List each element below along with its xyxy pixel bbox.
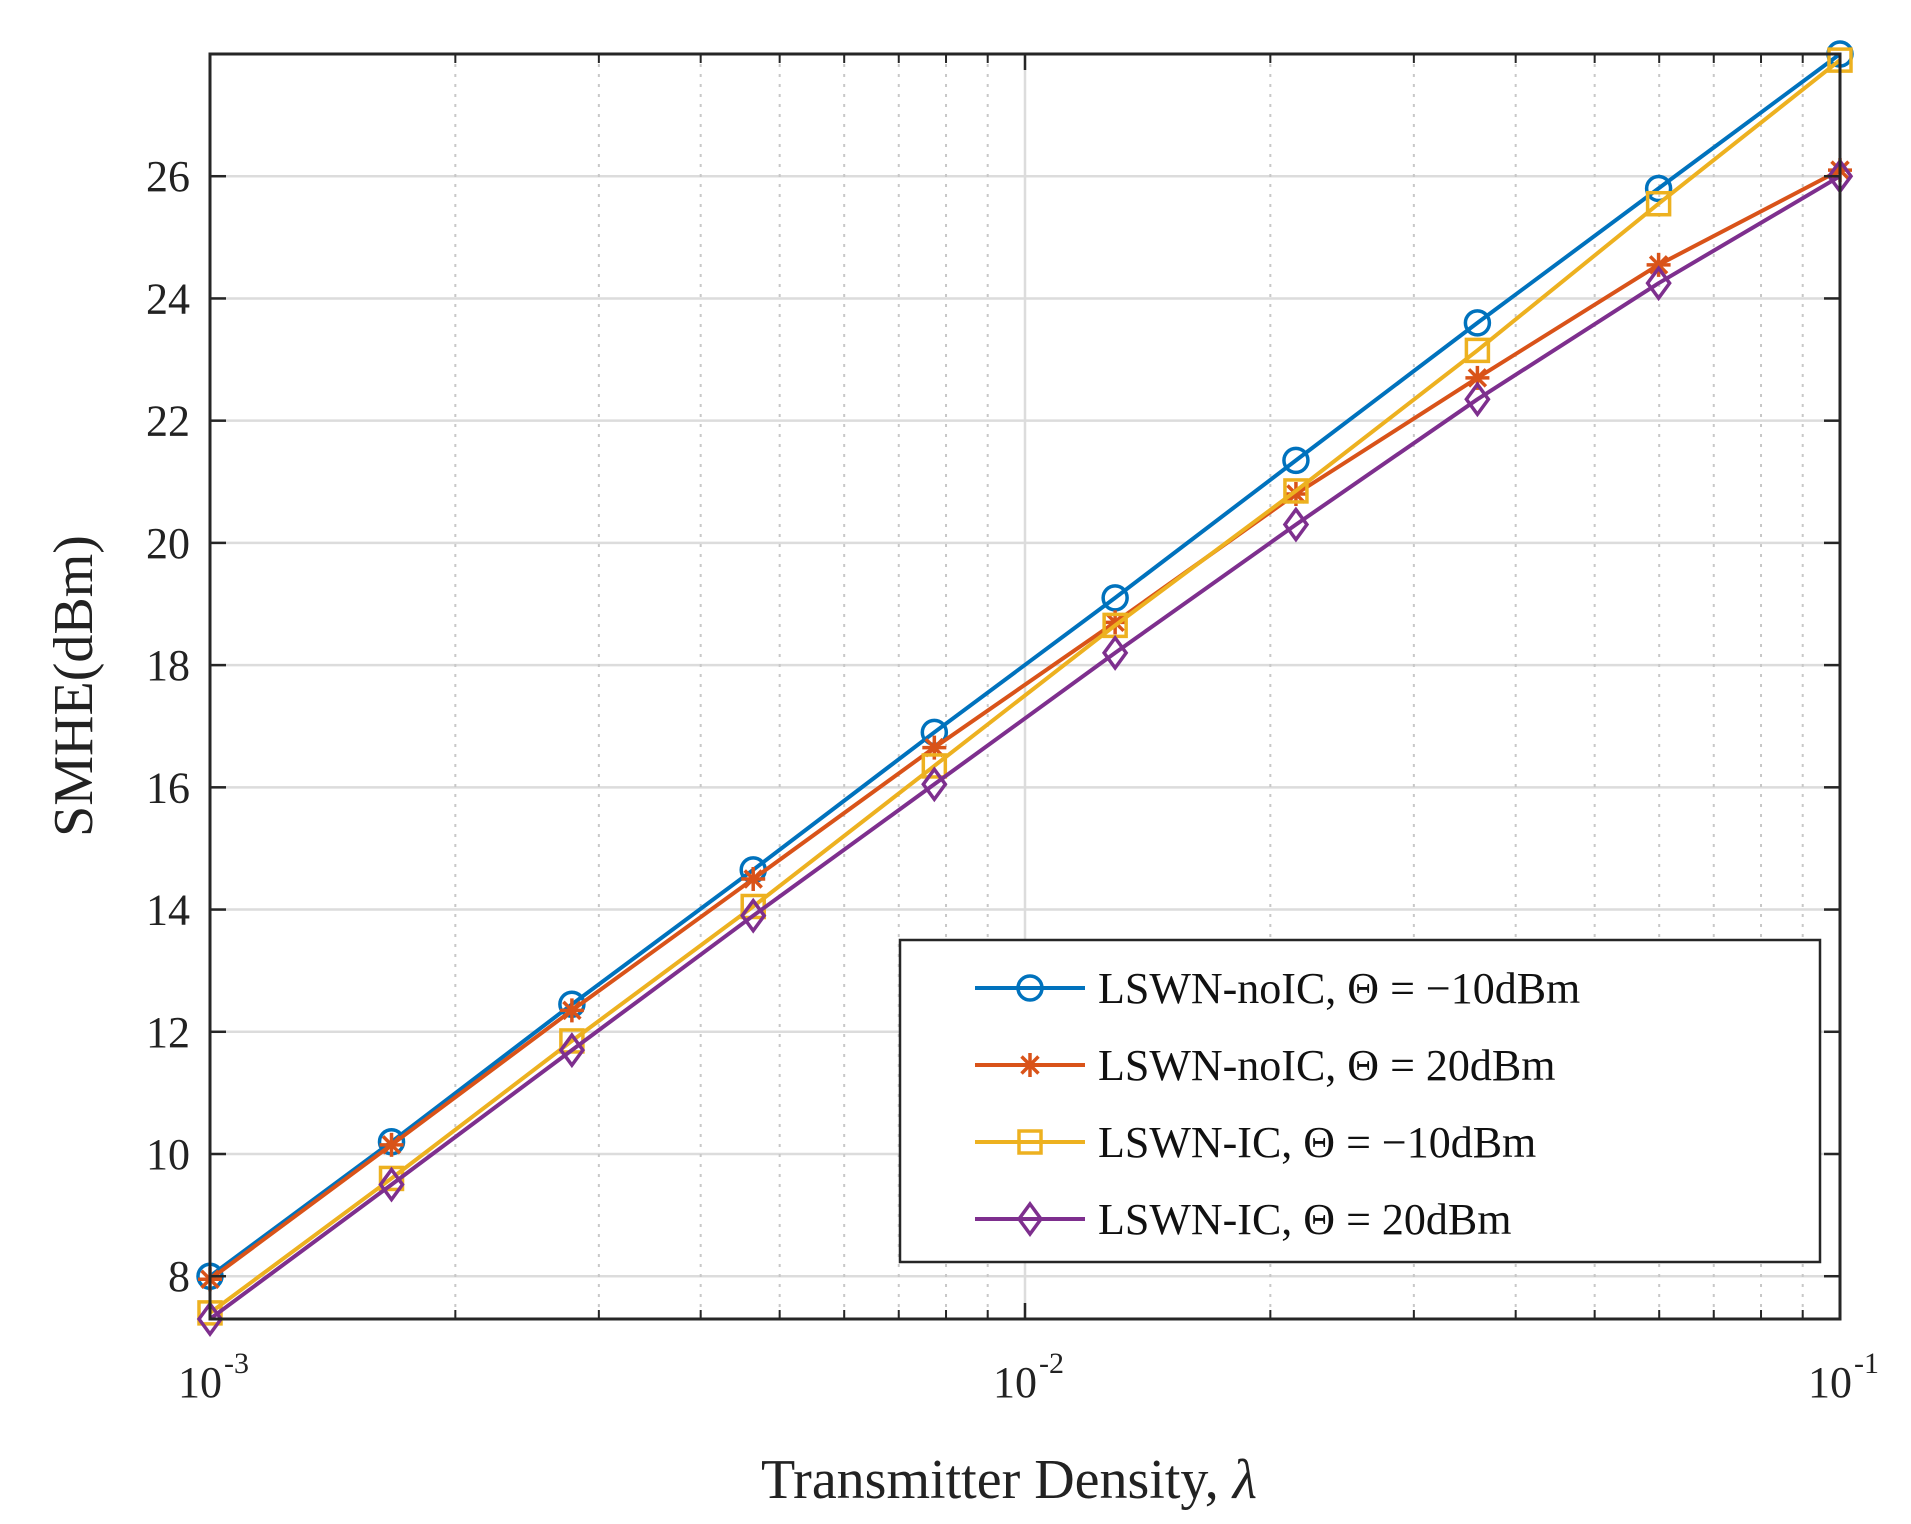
y-tick-label: 10 — [146, 1130, 190, 1179]
series-1 — [196, 40, 1854, 1290]
x-tick-label: 10 — [178, 1358, 222, 1407]
series-line — [208, 58, 1842, 1315]
y-tick-label: 12 — [146, 1008, 190, 1057]
x-tick-label: 10 — [993, 1358, 1037, 1407]
data-point — [378, 1166, 405, 1203]
star-stroke — [1020, 1055, 1040, 1075]
data-point — [379, 1132, 404, 1157]
legend-marker — [1017, 1129, 1043, 1155]
data-point — [1282, 446, 1310, 475]
x-axis-symbol: λ — [1231, 1449, 1257, 1511]
x-tick-exponent: -1 — [1854, 1347, 1879, 1380]
data-point — [196, 1301, 224, 1337]
y-tick-label: 24 — [146, 274, 190, 323]
y-tick-label: 14 — [146, 886, 190, 935]
data-point — [1101, 584, 1129, 612]
series-line — [208, 52, 1842, 1278]
series-3 — [197, 47, 1853, 1326]
data-point — [1645, 190, 1672, 217]
data-point — [921, 766, 948, 803]
legend-box — [898, 938, 1822, 1264]
legend-entry-1: LSWN-noIC, Θ = −10dBm — [975, 964, 1580, 1013]
legend-label: LSWN-IC, Θ = 20dBm — [1098, 1195, 1511, 1244]
series-4 — [196, 158, 1854, 1337]
legend-label: LSWN-IC, Θ = −10dBm — [1098, 1118, 1536, 1167]
legend: LSWN-noIC, Θ = −10dBm LSWN-noIC, Θ = 20dB… — [898, 938, 1822, 1264]
y-tick-label: 20 — [146, 519, 190, 568]
legend-entry-4: LSWN-IC, Θ = 20dBm — [975, 1195, 1511, 1244]
y-tick-label: 26 — [146, 152, 190, 201]
data-point — [1465, 365, 1490, 390]
x-tick-label: 10 — [1808, 1358, 1852, 1407]
data-point — [1646, 252, 1671, 277]
legend-label: LSWN-noIC, Θ = 20dBm — [1098, 1041, 1555, 1090]
star-stroke — [1648, 255, 1669, 275]
data-point — [1101, 634, 1129, 671]
legend-entry-3: LSWN-IC, Θ = −10dBm — [975, 1118, 1536, 1167]
series-line — [208, 174, 1842, 1321]
data-point — [1283, 478, 1309, 504]
y-tick-label: 8 — [168, 1252, 190, 1301]
data-point — [559, 998, 584, 1023]
x-axis-label: Transmitter Density, λ — [761, 1449, 1257, 1511]
x-tick-exponent: -3 — [224, 1347, 249, 1380]
legend-entry-2: LSWN-noIC, Θ = 20dBm — [975, 1041, 1555, 1090]
x-tick-exponent: -2 — [1039, 1347, 1064, 1380]
data-point — [1645, 265, 1672, 302]
data-point — [1644, 174, 1673, 203]
ticks — [208, 54, 1842, 1319]
star-stroke — [743, 869, 763, 889]
data-point — [1464, 337, 1491, 364]
star-stroke — [381, 1135, 402, 1155]
y-tick-label: 18 — [146, 641, 190, 690]
y-tick-label: 16 — [146, 763, 190, 812]
legend-marker — [1016, 1201, 1044, 1237]
series-line — [208, 168, 1841, 1281]
data-point — [740, 897, 767, 934]
data-point — [741, 867, 766, 891]
data-point — [558, 1032, 586, 1069]
star-stroke — [1467, 368, 1488, 388]
series-group — [196, 40, 1854, 1337]
y-tick-label: 22 — [146, 397, 190, 446]
legend-marker — [1018, 1053, 1042, 1077]
y-axis-label: SMHE(dBm) — [43, 535, 105, 837]
legend-label: LSWN-noIC, Θ = −10dBm — [1098, 964, 1580, 1013]
data-point — [1282, 506, 1310, 543]
data-point — [921, 753, 948, 779]
data-point — [1464, 381, 1491, 418]
data-point — [1463, 309, 1492, 337]
legend-marker — [1016, 974, 1044, 1002]
star-stroke — [562, 1000, 582, 1021]
